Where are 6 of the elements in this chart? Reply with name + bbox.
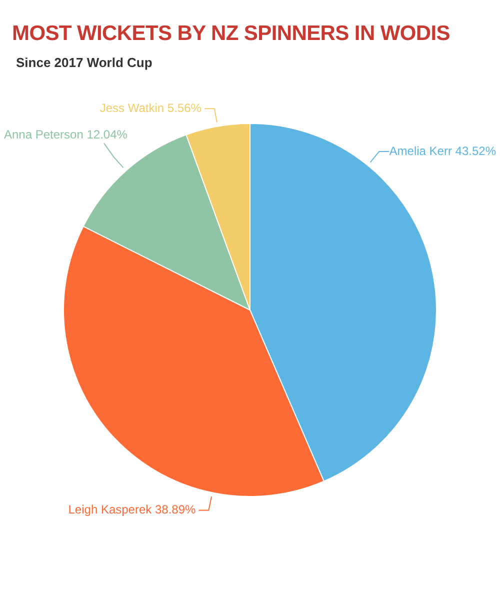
- slice-label: Anna Peterson 12.04%: [4, 128, 128, 142]
- slice-label: Leigh Kasperek 38.89%: [68, 502, 196, 517]
- slice-label: Jess Watkin 5.56%: [100, 100, 202, 115]
- chart-title: MOST WICKETS BY NZ SPINNERS IN WODIS: [12, 22, 450, 46]
- slice-label: Amelia Kerr 43.52%: [389, 144, 496, 158]
- chart-subtitle: Since 2017 World Cup: [16, 55, 152, 70]
